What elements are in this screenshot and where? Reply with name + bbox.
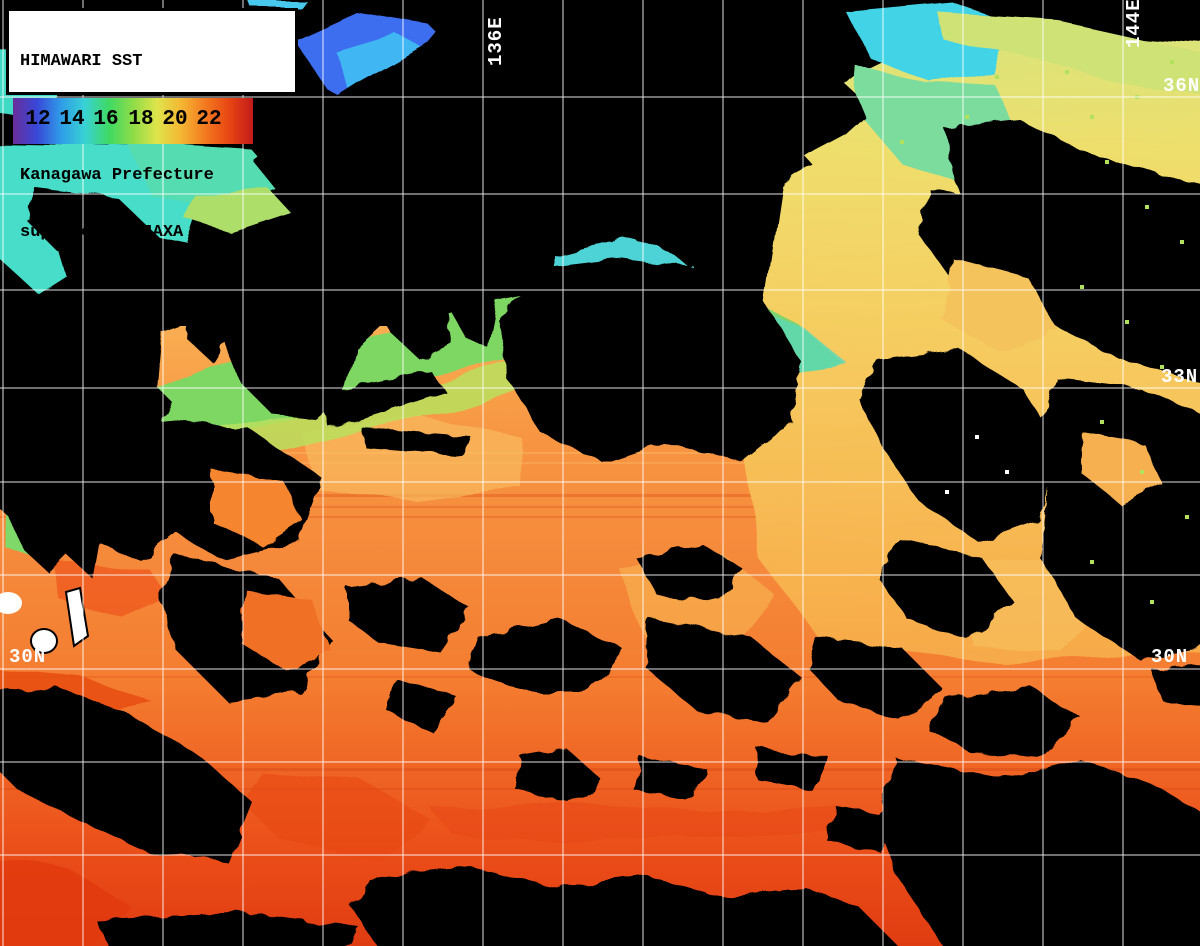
grid-label-30n-left: 30N [9,646,47,668]
colorbar: 12 14 16 18 20 22 [13,98,253,144]
colorbar-tick: 16 [93,108,119,131]
grid-label-144e: 144E [1123,0,1145,48]
grid-label-33n-left: 33N [6,368,44,390]
colorbar-tick: 18 [128,108,154,131]
colorbar-tick: 20 [162,108,188,131]
clear-patches [212,258,1162,672]
region-name: Kanagawa Prefecture [20,166,214,185]
colorbar-tick: 14 [59,108,85,131]
colorbar-gradient [13,98,253,144]
colorbar-tick: 12 [25,108,51,131]
grid-label-30n-right: 30N [1151,646,1189,668]
info-box: HIMAWARI SST 2026/01/16 17:00 (UTC) Kana… [6,8,298,242]
grid-label-33n-right: 33N [1161,366,1199,388]
data-credit: supplied by JAXA [20,223,184,242]
colorbar-tick: 22 [196,108,222,131]
grid-label-136e: 136E [485,16,507,66]
product-title: HIMAWARI SST [20,52,143,71]
grid-label-36n-right: 36N [1163,75,1200,97]
